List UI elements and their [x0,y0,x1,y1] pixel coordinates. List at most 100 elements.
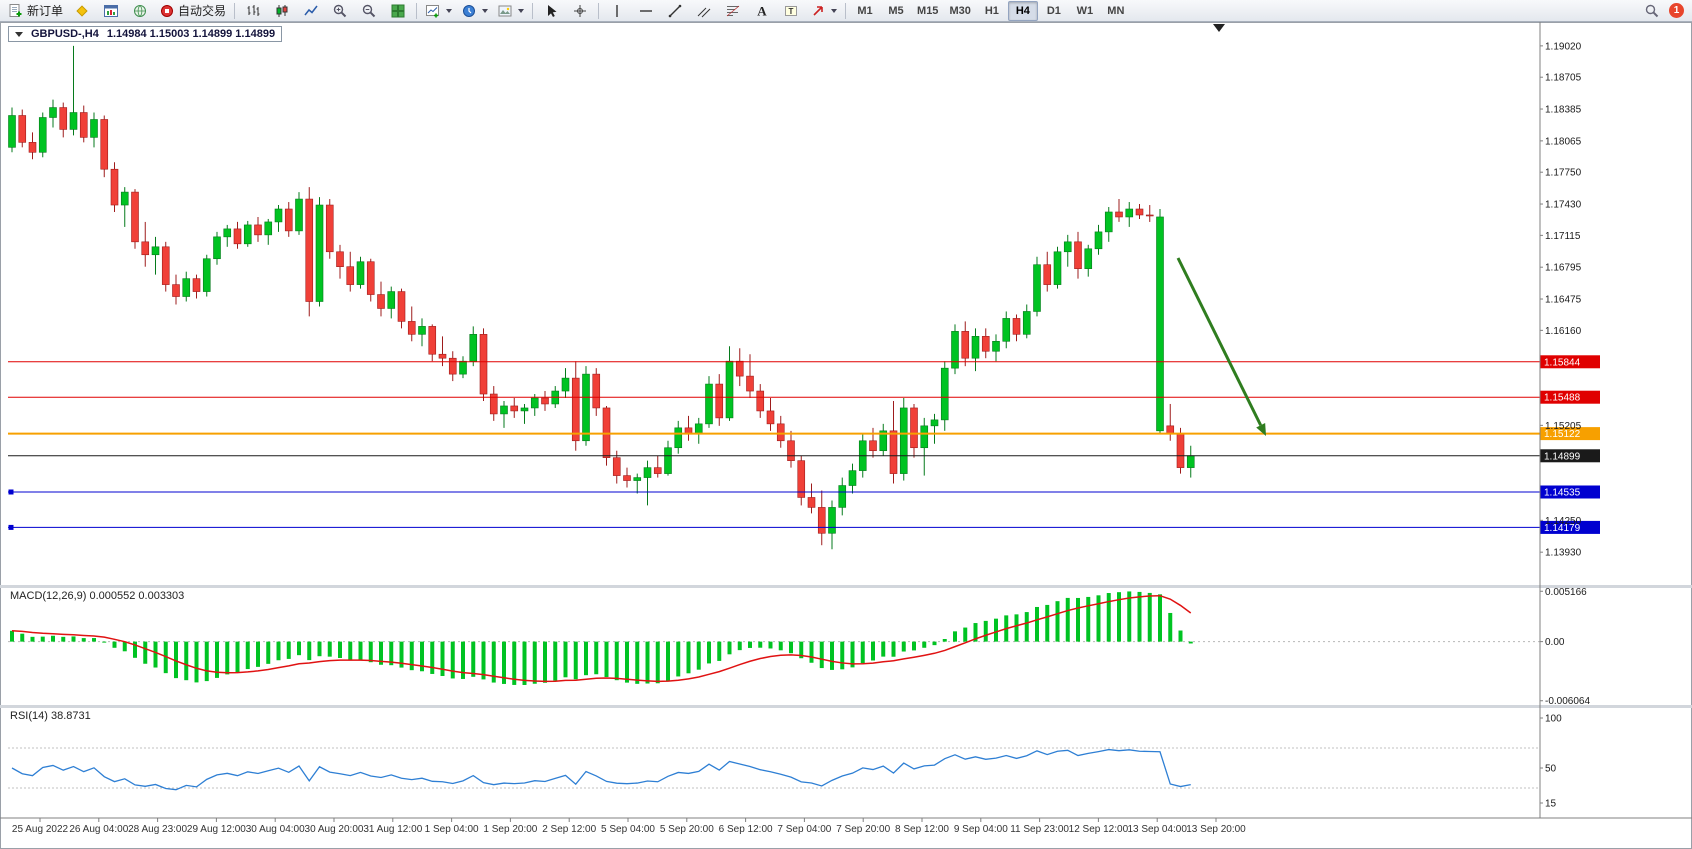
toolbar-separator [234,2,236,19]
time-tick-label: 8 Sep 12:00 [895,824,949,835]
rsi-panel: RSI(14) 38.8731 100 50 15 [8,710,1562,810]
price-badge: 1.14179 [1540,520,1600,534]
time-tick-label: 12 Sep 12:00 [1069,824,1129,835]
time-tick-label: 1 Sep 04:00 [425,824,479,835]
timeframe-w1-button[interactable]: W1 [1076,4,1094,17]
svg-text:0.005166: 0.005166 [1545,587,1587,598]
price-badge: 1.15844 [1540,355,1600,369]
price-tick-label: 1.13930 [1545,548,1582,559]
notification-badge[interactable]: 1 [1669,3,1684,18]
vertical-line-button[interactable] [603,1,631,21]
chart-symbol-label: GBPUSD-,H4 [31,28,99,40]
time-tick-label: 9 Sep 04:00 [954,824,1008,835]
zoom-out-button[interactable] [355,1,383,21]
fibonacci-icon [726,5,740,16]
timeframe-m30-button[interactable]: M30 [949,4,971,17]
profiles-button[interactable] [457,1,492,21]
time-tick-label: 30 Aug 04:00 [246,824,305,835]
panel-separator[interactable] [0,585,1692,588]
text-button[interactable]: A [748,1,776,21]
price-badge: 1.14535 [1540,485,1600,499]
horizontal-line-button[interactable] [632,1,660,21]
chart-candles-button[interactable] [268,1,296,21]
text-label-button[interactable]: T [777,1,805,21]
crosshair-button[interactable] [566,1,594,21]
autotrading-label: 自动交易 [178,4,227,18]
time-tick-label: 29 Aug 12:00 [187,824,246,835]
timeframe-m15-button[interactable]: M15 [917,4,939,17]
price-tick-label: 1.18385 [1545,105,1582,116]
time-tick-label: 13 Sep 04:00 [1127,824,1187,835]
chart-line-button[interactable] [297,1,325,21]
timeframe-m1-button[interactable]: M1 [857,4,873,17]
community-button[interactable] [126,1,154,21]
timeframe-m5-button[interactable]: M5 [888,4,904,17]
price-tick-label: 1.17430 [1545,200,1582,211]
search-button[interactable] [1638,1,1666,21]
price-tick-label: 1.14250 [1545,516,1582,527]
fibonacci-button[interactable] [719,1,747,21]
channel-button[interactable] [690,1,718,21]
price-tick-label: 1.16795 [1545,263,1582,274]
line-anchor-handle[interactable] [8,489,14,495]
chart-ohlc-overlay[interactable]: GBPUSD-,H4 1.14984 1.15003 1.14899 1.148… [8,26,283,42]
zoom-in-icon [333,4,347,17]
new-order-button[interactable]: 新订单 [4,1,67,21]
price-tick-label: 1.18065 [1545,136,1582,147]
timeframe-mn-button[interactable]: MN [1107,4,1125,17]
chart-shift-marker[interactable] [1213,24,1225,32]
toolbar-separator [845,2,847,19]
templates-button[interactable] [493,1,528,21]
zoom-in-button[interactable] [326,1,354,21]
panel-separator[interactable] [0,705,1692,708]
charts-window-button[interactable] [97,1,125,21]
time-tick-label: 25 Aug 2022 [12,824,69,835]
svg-text:1.14179: 1.14179 [1544,523,1581,534]
time-tick-label: 1 Sep 20:00 [483,824,537,835]
line-anchor-handle[interactable] [8,524,14,530]
timeframe-d1-button[interactable]: D1 [1046,4,1061,17]
timeframe-h1-button[interactable]: H1 [984,4,999,17]
templates-icon [498,5,512,16]
time-tick-label: 26 Aug 04:00 [69,824,128,835]
time-tick-label: 7 Sep 20:00 [836,824,890,835]
time-tick-label: 11 Sep 23:00 [1010,824,1069,835]
metaeditor-button[interactable] [68,1,96,21]
cursor-button[interactable] [537,1,565,21]
price-chart-canvas[interactable]: 1.15844 1.15488 1.15122 1.14899 1.14535 1.141… [0,22,1692,849]
chart-ohlc-values: 1.14984 1.15003 1.14899 1.14899 [106,28,276,40]
timeframe-h4-button[interactable]: H4 [1007,0,1038,21]
price-tick-label: 1.15205 [1545,421,1582,432]
chart-bars-button[interactable] [239,1,267,21]
time-tick-label: 7 Sep 04:00 [777,824,831,835]
cursor-icon [548,4,557,17]
rsi-title: RSI(14) 38.8731 [10,710,91,722]
tile-windows-button[interactable] [384,1,412,21]
toolbar-separator [532,2,534,19]
time-axis[interactable]: 25 Aug 2022 26 Aug 04:00 28 Aug 23:00 29 Au… [12,818,1246,835]
notification-count: 1 [1673,5,1680,16]
time-tick-label: 6 Sep 12:00 [719,824,773,835]
price-badge: 1.14899 [1540,449,1600,463]
trendline-icon [668,4,682,17]
svg-text:0.00: 0.00 [1545,637,1565,648]
zoom-out-icon [362,4,376,17]
channel-icon [697,7,711,17]
chevron-down-icon [446,8,453,13]
arrows-icon [813,5,823,16]
time-tick-label: 28 Aug 23:00 [128,824,187,835]
timeframe-toolbar: M1 M5 M15 M30 H1 H4 D1 W1 MN [850,0,1131,21]
price-badge: 1.15122 [1540,427,1600,441]
price-tick-label: 1.17115 [1545,231,1581,242]
trend-arrow-annotation[interactable] [1176,257,1266,436]
crosshair-icon [574,4,587,17]
new-chart-button[interactable] [421,1,456,21]
svg-text:T: T [789,7,794,16]
chart-background [0,22,1692,849]
trendline-button[interactable] [661,1,689,21]
svg-text:1.15122: 1.15122 [1544,429,1581,440]
arrows-button[interactable] [806,1,841,21]
vertical-line-icon [616,4,618,17]
svg-text:1.15844: 1.15844 [1544,357,1581,368]
autotrading-button[interactable]: 自动交易 [155,1,230,21]
